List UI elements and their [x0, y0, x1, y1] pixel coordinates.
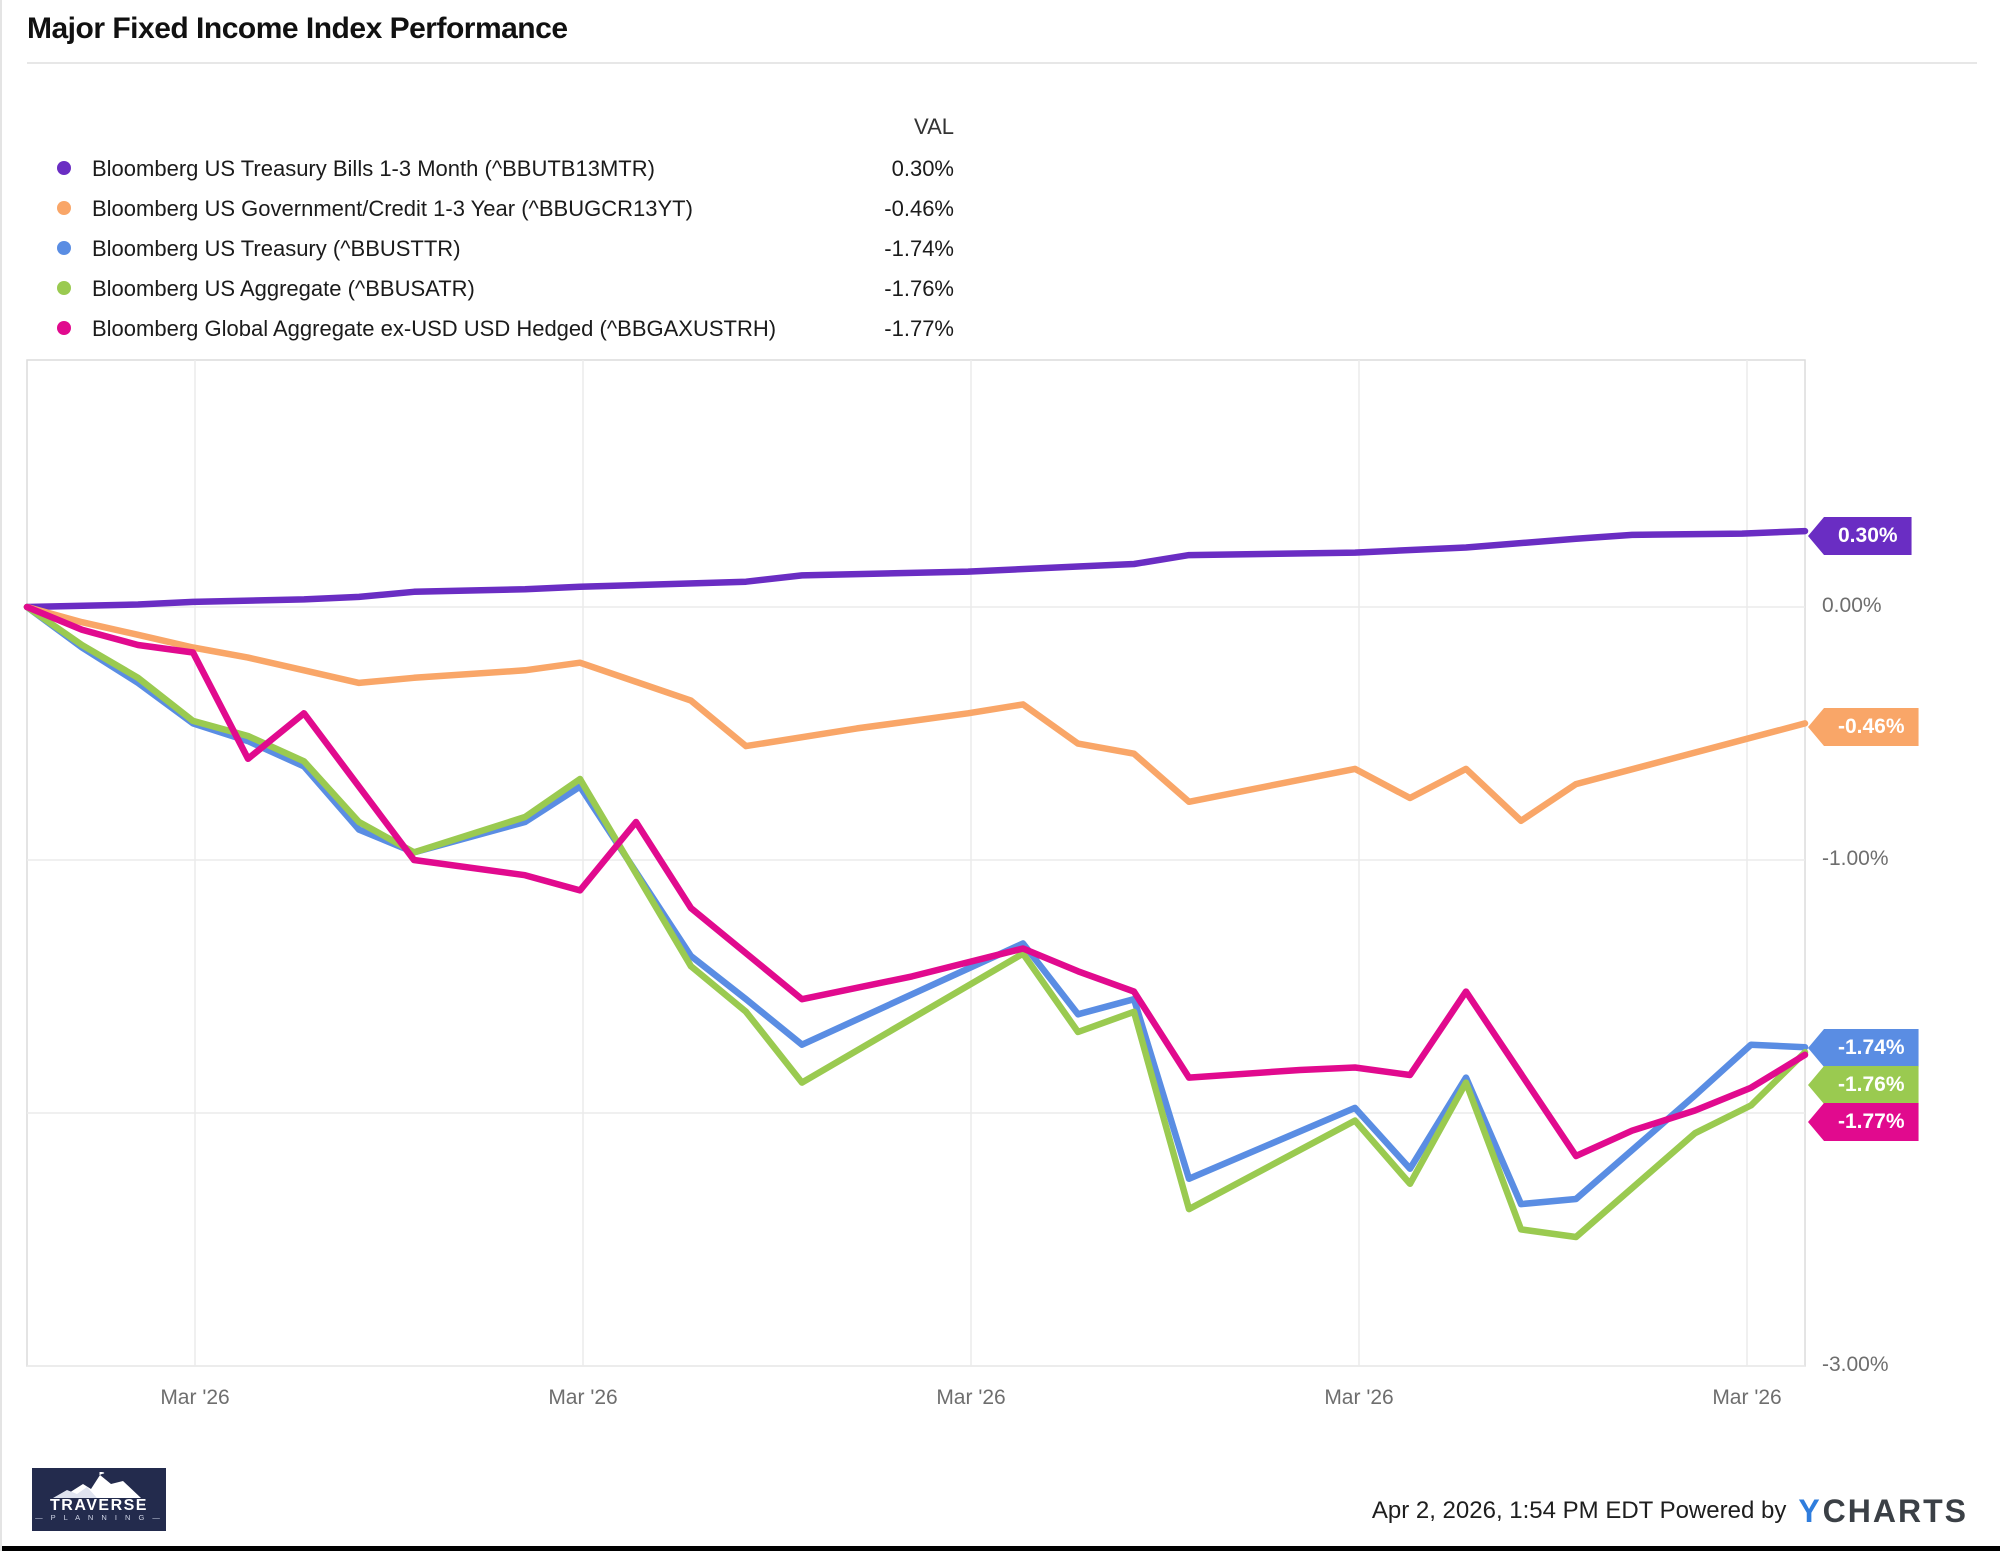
- legend-label: Bloomberg US Treasury Bills 1-3 Month (^…: [92, 156, 655, 181]
- legend-label: Bloomberg Global Aggregate ex-USD USD He…: [92, 316, 777, 341]
- y-axis-label: -3.00%: [1822, 1353, 1889, 1376]
- ycharts-logo[interactable]: YCHARTS: [1798, 1493, 1968, 1530]
- series-line-bbugcr13yt[interactable]: [23, 603, 1809, 825]
- legend-value: 0.30%: [891, 156, 954, 181]
- timestamp: Apr 2, 2026, 1:54 PM EDT Powered by: [1371, 1497, 1787, 1524]
- ycharts-y-glyph: Y: [1798, 1492, 1822, 1529]
- legend-color-dot: [57, 161, 71, 175]
- series-line-bbusatr[interactable]: [23, 603, 1809, 1241]
- series-line-bbutb13mtr[interactable]: [23, 527, 1809, 611]
- brand-name: TRAVERSE: [50, 1497, 148, 1514]
- traverse-planning-logo: TRAVERSE — P L A N N I N G —: [32, 1468, 166, 1531]
- legend-value-column-header: VAL: [914, 114, 954, 139]
- x-axis-label: Mar '26: [548, 1386, 618, 1409]
- value-badge-bbusatr: -1.76%: [1808, 1066, 1919, 1104]
- legend-color-dot: [57, 201, 71, 215]
- x-axis-label: Mar '26: [936, 1386, 1006, 1409]
- value-badge-bbusttr: -1.74%: [1808, 1029, 1919, 1067]
- legend-item-bbusttr[interactable]: Bloomberg US Treasury (^BBUSTTR) -1.74%: [2, 228, 1002, 268]
- legend-item-bbgaxustrh[interactable]: Bloomberg Global Aggregate ex-USD USD He…: [2, 308, 1002, 348]
- legend: Bloomberg US Treasury Bills 1-3 Month (^…: [2, 148, 1002, 348]
- value-badge-bbutb13mtr: 0.30%: [1808, 517, 1912, 555]
- legend-value: -1.74%: [884, 236, 954, 261]
- y-axis-label: -1.00%: [1822, 847, 1889, 870]
- legend-item-bbutb13mtr[interactable]: Bloomberg US Treasury Bills 1-3 Month (^…: [2, 148, 1002, 188]
- brand-subtitle: — P L A N N I N G —: [35, 1513, 163, 1522]
- value-badge-bbgaxustrh: -1.77%: [1808, 1103, 1919, 1141]
- page-title: Major Fixed Income Index Performance: [27, 12, 568, 45]
- x-axis-label: Mar '26: [1324, 1386, 1394, 1409]
- footer-attribution: Apr 2, 2026, 1:54 PM EDT Powered by YCHA…: [1372, 1488, 1968, 1534]
- x-axis-label: Mar '26: [160, 1386, 230, 1409]
- x-axis-label: Mar '26: [1712, 1386, 1782, 1409]
- series-line-bbgaxustrh[interactable]: [23, 603, 1809, 1160]
- bottom-border-bar: [2, 1546, 2000, 1551]
- series-line-bbusttr[interactable]: [23, 603, 1809, 1208]
- legend-label: Bloomberg US Aggregate (^BBUSATR): [92, 276, 475, 301]
- mountain-icon: [53, 1472, 141, 1498]
- legend-item-bbugcr13yt[interactable]: Bloomberg US Government/Credit 1-3 Year …: [2, 188, 1002, 228]
- value-badge-bbugcr13yt: -0.46%: [1808, 708, 1919, 746]
- legend-item-bbusatr[interactable]: Bloomberg US Aggregate (^BBUSATR) -1.76%: [2, 268, 1002, 308]
- legend-color-dot: [57, 241, 71, 255]
- title-divider: [27, 62, 1977, 64]
- legend-value: -1.76%: [884, 276, 954, 301]
- legend-value: -1.77%: [884, 316, 954, 341]
- legend-label: Bloomberg US Treasury (^BBUSTTR): [92, 236, 461, 261]
- y-axis-label: 0.00%: [1822, 594, 1882, 617]
- legend-label: Bloomberg US Government/Credit 1-3 Year …: [92, 196, 693, 221]
- legend-color-dot: [57, 321, 71, 335]
- legend-value: -0.46%: [884, 196, 954, 221]
- legend-color-dot: [57, 281, 71, 295]
- ycharts-wordmark: CHARTS: [1822, 1492, 1968, 1529]
- plot-area[interactable]: [26, 359, 1806, 1367]
